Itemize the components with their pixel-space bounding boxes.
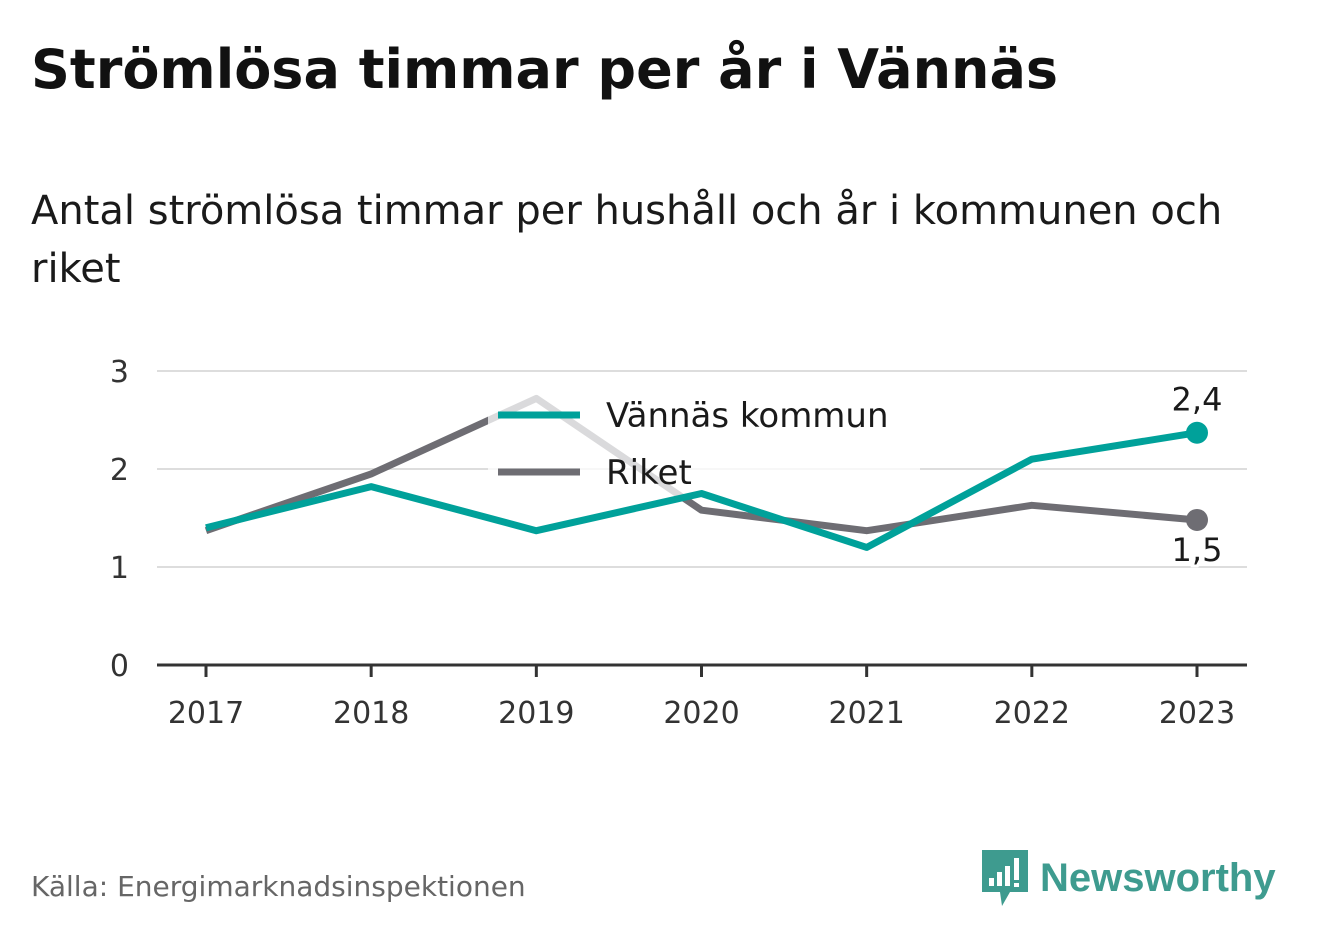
bar-chart-badge-icon (982, 850, 1028, 906)
legend-box (488, 388, 920, 496)
y-tick-label: 2 (110, 453, 129, 488)
brand-logo: Newsworthy (980, 848, 1276, 908)
y-tick-label: 0 (110, 649, 129, 684)
x-tick-label: 2021 (828, 696, 904, 731)
x-tick-label: 2019 (498, 696, 574, 731)
kommun-series-layer (205, 421, 1208, 551)
y-tick-label: 1 (110, 551, 129, 586)
x-tick-label: 2022 (994, 696, 1070, 731)
data-label-layer: 2,4 1,5 (1169, 378, 1226, 572)
riket-series-line (204, 394, 1198, 535)
legend-label-riket: Riket (606, 453, 692, 493)
x-tick-label: 2017 (168, 696, 244, 731)
chart-subtitle: Antal strömlösa timmar per hushåll och å… (31, 188, 1223, 292)
riket-series-layer (204, 394, 1208, 535)
riket-end-label: 1,5 (1172, 531, 1223, 569)
legend-label-kommun: Vännäs kommun (606, 396, 889, 436)
kommun-series-line (205, 429, 1198, 551)
y-tick-label: 3 (110, 355, 129, 390)
legend: Vännäs kommun Riket (488, 388, 920, 496)
kommun-end-point (1186, 421, 1208, 444)
riket-end-point (1186, 508, 1208, 531)
x-tick-label: 2023 (1159, 696, 1235, 731)
kommun-end-label: 2,4 (1172, 381, 1223, 419)
brand-name: Newsworthy (1040, 855, 1276, 900)
x-tick-label: 2018 (333, 696, 409, 731)
chart-title: Strömlösa timmar per år i Vännäs (31, 38, 1059, 101)
source-note: Källa: Energimarknadsinspektionen (31, 870, 526, 903)
x-tick-label: 2020 (663, 696, 739, 731)
x-axis: 2017 2018 2019 2020 2021 2022 2023 (157, 663, 1247, 731)
